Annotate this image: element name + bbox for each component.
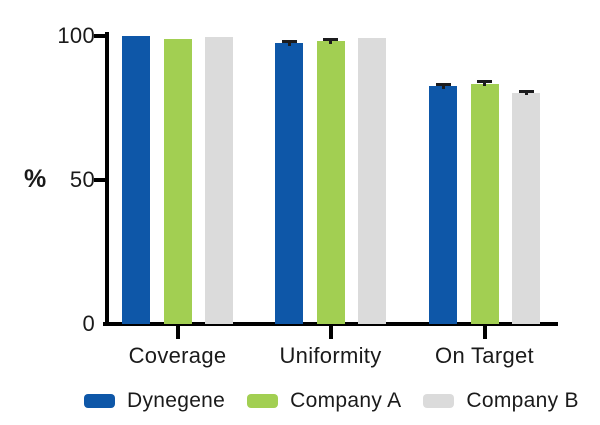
bar-company-a-on-target [470,83,499,324]
legend-label: Company A [290,389,402,412]
legend-swatch-dynegene [84,394,115,408]
error-bar-stem [441,82,445,89]
bar-company-a-uniformity [316,41,345,324]
error-bar-cap [477,80,492,83]
error-bar-cap [323,37,338,41]
bar-dynegene-coverage [122,36,150,324]
y-tick-mark-50 [94,178,105,182]
x-tick-mark-on-target [482,326,487,339]
legend-label: Company B [466,389,579,412]
x-tick-mark-coverage [175,326,180,339]
legend-label: Dynegene [127,389,226,412]
bar-dynegene-uniformity [275,43,303,324]
y-axis-line [105,32,109,326]
bar-company-b-on-target [512,92,540,324]
x-category-label-uniformity: Uniformity [279,343,382,368]
bar-company-a-coverage [163,38,192,324]
y-tick-label-50: 50 [69,167,95,192]
x-axis-line [103,322,558,326]
bar-dynegene-on-target [429,86,457,324]
legend-item-company-a: Company A [247,389,401,413]
y-tick-label-0: 0 [82,311,95,336]
x-category-label-coverage: Coverage [128,343,227,368]
error-bar-cap [435,82,451,86]
x-category-label-on-target: On Target [435,343,534,368]
legend-swatch-company-a [247,394,279,408]
error-bar-cap [518,89,534,93]
y-tick-label-100: 100 [57,23,95,48]
legend: Dynegene Company A Company B [84,389,579,413]
legend-swatch-company-b [423,394,455,408]
bar-company-b-uniformity [358,38,386,324]
x-tick-mark-uniformity [328,326,333,339]
error-bar-stem [483,80,486,87]
legend-item-dynegene: Dynegene [84,389,225,413]
error-bar-stem [287,39,291,46]
y-axis-label: % [24,165,47,193]
error-bar-cap [281,39,297,43]
legend-item-company-b: Company B [423,389,579,413]
bar-company-b-coverage [205,36,233,324]
y-tick-mark-100 [94,34,105,38]
